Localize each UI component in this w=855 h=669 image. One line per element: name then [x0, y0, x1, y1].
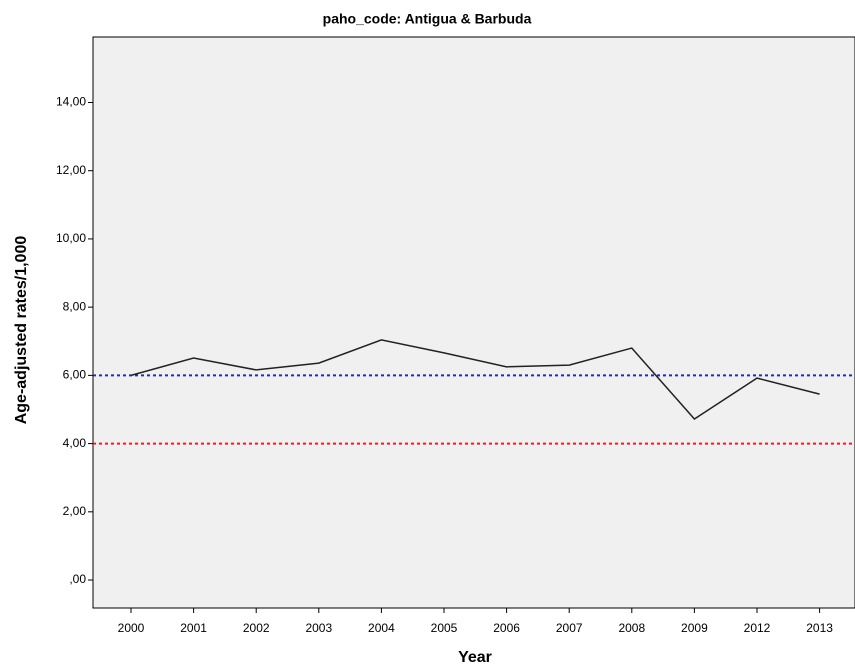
y-tick-label: 14,00: [56, 95, 86, 109]
y-tick-label: 2,00: [63, 504, 87, 518]
chart-title: paho_code: Antigua & Barbuda: [323, 11, 532, 27]
x-tick-label: 2002: [243, 621, 270, 635]
y-tick-label: 8,00: [63, 299, 87, 313]
y-tick-label: 10,00: [56, 231, 86, 245]
x-tick-label: 2005: [431, 621, 458, 635]
y-tick-label: 12,00: [56, 163, 86, 177]
y-tick-label: 6,00: [63, 368, 87, 382]
x-tick-label: 2000: [118, 621, 145, 635]
x-tick-label: 2001: [180, 621, 207, 635]
y-tick-label: ,00: [69, 572, 86, 586]
x-tick-label: 2013: [806, 621, 833, 635]
y-axis-title: Age-adjusted rates/1,000: [13, 236, 30, 425]
x-tick-label: 2009: [681, 621, 708, 635]
plot-area: [92, 36, 855, 609]
x-axis-title: Year: [458, 649, 492, 666]
x-tick-label: 2004: [368, 621, 395, 635]
x-tick-label: 2012: [744, 621, 771, 635]
x-tick-label: 2007: [556, 621, 583, 635]
data-line: [130, 339, 820, 421]
x-tick-label: 2003: [305, 621, 332, 635]
x-tick-label: 2006: [493, 621, 520, 635]
y-tick-label: 4,00: [63, 436, 87, 450]
x-tick-label: 2008: [618, 621, 645, 635]
